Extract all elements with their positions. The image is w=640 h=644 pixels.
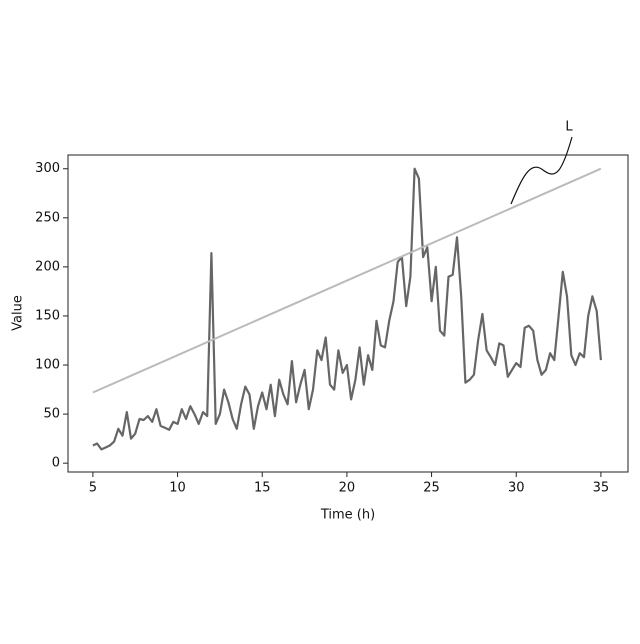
y-tick-label: 300 bbox=[35, 161, 60, 176]
y-tick-label: 200 bbox=[35, 259, 60, 274]
data-line bbox=[93, 169, 601, 450]
y-tick-label: 50 bbox=[43, 407, 60, 422]
x-tick-label: 15 bbox=[254, 481, 271, 496]
x-tick-label: 35 bbox=[593, 481, 610, 496]
data-line bbox=[93, 169, 601, 393]
chart: L Time (h) Value 5 10 15 20 25 30 35 0 50 100 150 2… bbox=[0, 0, 640, 640]
y-axis-label: Value bbox=[11, 295, 26, 331]
page: {"chart_data": {"type": "line", "x_label… bbox=[0, 0, 640, 640]
y-tick-label: 0 bbox=[52, 456, 60, 471]
x-tick-label: 30 bbox=[508, 481, 525, 496]
y-tick-label: 250 bbox=[35, 210, 60, 225]
x-tick-label: 20 bbox=[339, 481, 356, 496]
plot-frame bbox=[68, 155, 628, 472]
x-tick-label: 25 bbox=[423, 481, 440, 496]
x-tick-label: 5 bbox=[89, 481, 97, 496]
y-tick-label: 100 bbox=[35, 358, 60, 373]
x-tick-label: 10 bbox=[169, 481, 186, 496]
x-axis-label: Time (h) bbox=[320, 508, 375, 523]
annotation-label: L bbox=[565, 120, 573, 135]
y-tick-label: 150 bbox=[35, 308, 60, 323]
